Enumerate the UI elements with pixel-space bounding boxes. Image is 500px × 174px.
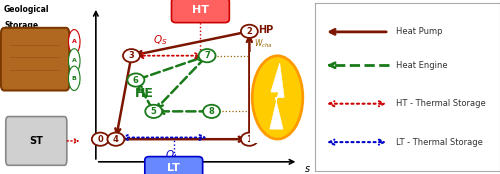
FancyBboxPatch shape xyxy=(1,28,70,90)
Text: 1: 1 xyxy=(246,135,252,144)
Text: $W_{cha}$: $W_{cha}$ xyxy=(254,37,272,50)
Text: HP: HP xyxy=(258,25,274,35)
Circle shape xyxy=(68,66,80,90)
Circle shape xyxy=(145,105,162,118)
Text: s: s xyxy=(305,164,310,174)
Text: 4: 4 xyxy=(113,135,119,144)
Circle shape xyxy=(108,133,124,146)
FancyBboxPatch shape xyxy=(145,157,203,174)
Text: LT - Thermal Storage: LT - Thermal Storage xyxy=(396,138,484,147)
Text: A: A xyxy=(72,58,76,63)
Circle shape xyxy=(92,133,109,146)
Text: T: T xyxy=(92,0,100,2)
Circle shape xyxy=(123,49,140,62)
Circle shape xyxy=(203,105,220,118)
Text: 2: 2 xyxy=(246,27,252,36)
Polygon shape xyxy=(270,63,284,129)
Circle shape xyxy=(241,25,258,38)
Text: Heat Engine: Heat Engine xyxy=(396,61,448,70)
Text: HT: HT xyxy=(192,5,209,15)
Circle shape xyxy=(68,30,80,54)
Text: 5: 5 xyxy=(151,107,156,116)
Text: LT: LT xyxy=(168,163,180,173)
Text: Heat Pump: Heat Pump xyxy=(396,27,443,36)
Text: A: A xyxy=(72,39,76,44)
Circle shape xyxy=(198,49,216,62)
Text: B: B xyxy=(72,76,76,81)
Text: HE: HE xyxy=(136,88,154,100)
Circle shape xyxy=(241,133,258,146)
FancyBboxPatch shape xyxy=(172,0,230,23)
Circle shape xyxy=(128,73,144,87)
Text: $W_{dis}$: $W_{dis}$ xyxy=(254,119,271,132)
Text: Storage: Storage xyxy=(4,21,38,30)
Text: Geological: Geological xyxy=(4,5,50,14)
Circle shape xyxy=(68,49,80,73)
Text: 0: 0 xyxy=(98,135,103,144)
Circle shape xyxy=(252,56,303,139)
Text: 6: 6 xyxy=(133,76,139,85)
Text: 8: 8 xyxy=(208,107,214,116)
Text: $Q_L$: $Q_L$ xyxy=(164,148,178,162)
Text: ST: ST xyxy=(30,136,43,146)
Text: $Q_S$: $Q_S$ xyxy=(153,33,168,47)
Text: 7: 7 xyxy=(204,51,210,60)
Text: 3: 3 xyxy=(128,51,134,60)
Text: HT - Thermal Storage: HT - Thermal Storage xyxy=(396,99,486,108)
FancyBboxPatch shape xyxy=(6,117,67,165)
